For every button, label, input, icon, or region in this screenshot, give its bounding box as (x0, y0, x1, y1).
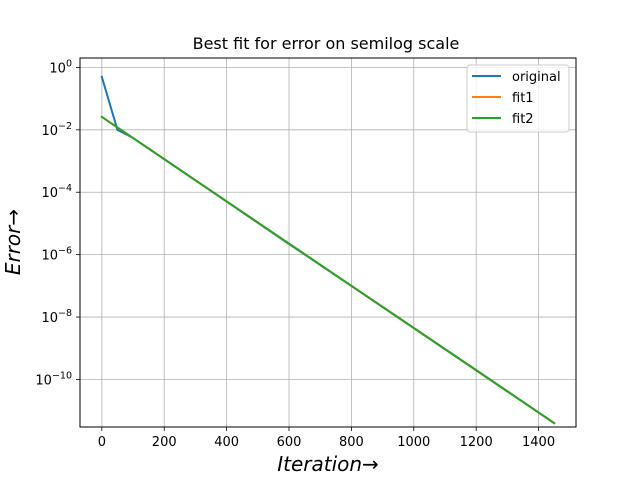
x-tick-label: 1000 (397, 435, 430, 450)
legend-label-fit2: fit2 (512, 112, 534, 127)
series-line-fit2 (100, 115, 556, 425)
legend-label-original: original (512, 70, 561, 85)
legend-box (466, 64, 570, 133)
x-axis-label: Iteration→ (277, 452, 379, 476)
y-tick-label: 10−2 (41, 121, 72, 139)
y-tick-label: 10−6 (41, 246, 72, 264)
x-ticks: 0 200 400 600 800 1000 1200 1400 (98, 427, 555, 450)
x-tick-label: 400 (214, 435, 239, 450)
x-tick-label: 1400 (522, 435, 555, 450)
x-tick-label: 0 (98, 435, 106, 450)
y-axis-label: Error→ (1, 209, 25, 275)
y-ticks: 100 10−2 10−4 10−6 10−8 10−10 (35, 58, 80, 388)
x-tick-label: 200 (152, 435, 177, 450)
y-tick-label: 10−4 (41, 183, 72, 201)
series-lines (100, 75, 556, 425)
y-tick-label: 100 (49, 58, 72, 76)
y-tick-label: 10−10 (35, 370, 72, 388)
legend: original fit1 fit2 (466, 64, 570, 133)
legend-label-fit1: fit1 (512, 91, 534, 106)
chart-title: Best fit for error on semilog scale (193, 34, 460, 53)
x-tick-label: 1200 (460, 435, 493, 450)
plot-frame (79, 57, 577, 428)
x-tick-label: 600 (277, 435, 302, 450)
y-tick-label: 10−8 (41, 308, 72, 326)
x-tick-label: 800 (339, 435, 364, 450)
